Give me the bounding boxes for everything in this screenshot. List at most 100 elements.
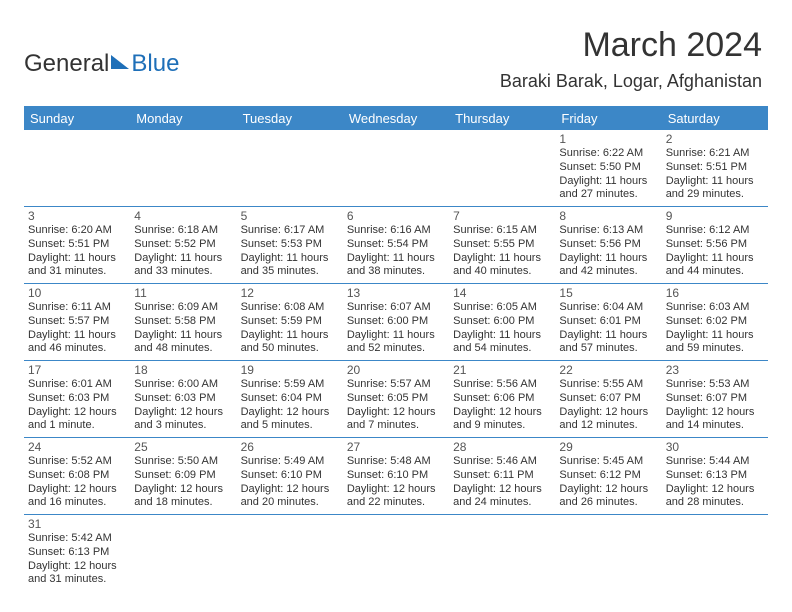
calendar-cell <box>130 130 236 207</box>
sunset-text: Sunset: 6:08 PM <box>28 469 126 483</box>
sunset-text: Sunset: 6:10 PM <box>241 469 339 483</box>
calendar-cell <box>343 515 449 592</box>
day-info: Sunrise: 6:16 AMSunset: 5:54 PMDaylight:… <box>347 224 445 279</box>
calendar-cell: 29Sunrise: 5:45 AMSunset: 6:12 PMDayligh… <box>555 438 661 515</box>
daylight-text: Daylight: 11 hours and 59 minutes. <box>666 329 764 357</box>
sunrise-text: Sunrise: 5:46 AM <box>453 455 551 469</box>
day-info: Sunrise: 6:12 AMSunset: 5:56 PMDaylight:… <box>666 224 764 279</box>
day-number: 23 <box>666 363 764 377</box>
day-number: 16 <box>666 286 764 300</box>
weekday-thursday: Thursday <box>449 106 555 130</box>
sunset-text: Sunset: 6:07 PM <box>666 392 764 406</box>
sunrise-text: Sunrise: 6:18 AM <box>134 224 232 238</box>
sunrise-text: Sunrise: 5:55 AM <box>559 378 657 392</box>
calendar-cell: 13Sunrise: 6:07 AMSunset: 6:00 PMDayligh… <box>343 284 449 361</box>
calendar-cell: 5Sunrise: 6:17 AMSunset: 5:53 PMDaylight… <box>237 207 343 284</box>
sunrise-text: Sunrise: 6:17 AM <box>241 224 339 238</box>
logo-text-1: General <box>24 50 109 78</box>
weekday-saturday: Saturday <box>662 106 768 130</box>
calendar-cell <box>449 515 555 592</box>
calendar-cell: 27Sunrise: 5:48 AMSunset: 6:10 PMDayligh… <box>343 438 449 515</box>
calendar-row: 24Sunrise: 5:52 AMSunset: 6:08 PMDayligh… <box>24 438 768 515</box>
calendar-row: 17Sunrise: 6:01 AMSunset: 6:03 PMDayligh… <box>24 361 768 438</box>
sunset-text: Sunset: 5:59 PM <box>241 315 339 329</box>
daylight-text: Daylight: 11 hours and 46 minutes. <box>28 329 126 357</box>
day-number: 31 <box>28 517 126 531</box>
logo-text-2: Blue <box>131 50 179 78</box>
calendar-cell: 15Sunrise: 6:04 AMSunset: 6:01 PMDayligh… <box>555 284 661 361</box>
sunrise-text: Sunrise: 6:05 AM <box>453 301 551 315</box>
weekday-sunday: Sunday <box>24 106 130 130</box>
sunrise-text: Sunrise: 6:09 AM <box>134 301 232 315</box>
sunset-text: Sunset: 5:56 PM <box>559 238 657 252</box>
day-number: 13 <box>347 286 445 300</box>
calendar-cell: 22Sunrise: 5:55 AMSunset: 6:07 PMDayligh… <box>555 361 661 438</box>
day-number: 7 <box>453 209 551 223</box>
sunset-text: Sunset: 6:04 PM <box>241 392 339 406</box>
day-info: Sunrise: 6:04 AMSunset: 6:01 PMDaylight:… <box>559 301 657 356</box>
sunset-text: Sunset: 5:57 PM <box>28 315 126 329</box>
day-number: 2 <box>666 132 764 146</box>
sunrise-text: Sunrise: 5:52 AM <box>28 455 126 469</box>
daylight-text: Daylight: 11 hours and 44 minutes. <box>666 252 764 280</box>
sunrise-text: Sunrise: 5:50 AM <box>134 455 232 469</box>
logo: General Blue <box>24 50 179 78</box>
sunset-text: Sunset: 5:58 PM <box>134 315 232 329</box>
calendar-cell <box>555 515 661 592</box>
day-number: 26 <box>241 440 339 454</box>
day-info: Sunrise: 6:01 AMSunset: 6:03 PMDaylight:… <box>28 378 126 433</box>
calendar-cell: 2Sunrise: 6:21 AMSunset: 5:51 PMDaylight… <box>662 130 768 207</box>
sunset-text: Sunset: 5:51 PM <box>28 238 126 252</box>
day-info: Sunrise: 5:55 AMSunset: 6:07 PMDaylight:… <box>559 378 657 433</box>
day-info: Sunrise: 5:45 AMSunset: 6:12 PMDaylight:… <box>559 455 657 510</box>
sunrise-text: Sunrise: 6:21 AM <box>666 147 764 161</box>
calendar-cell: 12Sunrise: 6:08 AMSunset: 5:59 PMDayligh… <box>237 284 343 361</box>
day-info: Sunrise: 6:09 AMSunset: 5:58 PMDaylight:… <box>134 301 232 356</box>
day-info: Sunrise: 6:17 AMSunset: 5:53 PMDaylight:… <box>241 224 339 279</box>
sunset-text: Sunset: 6:07 PM <box>559 392 657 406</box>
calendar-cell <box>343 130 449 207</box>
day-number: 9 <box>666 209 764 223</box>
sunrise-text: Sunrise: 6:12 AM <box>666 224 764 238</box>
calendar-cell: 25Sunrise: 5:50 AMSunset: 6:09 PMDayligh… <box>130 438 236 515</box>
daylight-text: Daylight: 11 hours and 40 minutes. <box>453 252 551 280</box>
calendar-cell: 24Sunrise: 5:52 AMSunset: 6:08 PMDayligh… <box>24 438 130 515</box>
day-info: Sunrise: 5:57 AMSunset: 6:05 PMDaylight:… <box>347 378 445 433</box>
calendar-cell: 30Sunrise: 5:44 AMSunset: 6:13 PMDayligh… <box>662 438 768 515</box>
daylight-text: Daylight: 11 hours and 33 minutes. <box>134 252 232 280</box>
calendar-cell: 10Sunrise: 6:11 AMSunset: 5:57 PMDayligh… <box>24 284 130 361</box>
daylight-text: Daylight: 11 hours and 29 minutes. <box>666 175 764 203</box>
day-number: 17 <box>28 363 126 377</box>
calendar-cell <box>130 515 236 592</box>
sunset-text: Sunset: 6:05 PM <box>347 392 445 406</box>
weekday-wednesday: Wednesday <box>343 106 449 130</box>
day-info: Sunrise: 5:49 AMSunset: 6:10 PMDaylight:… <box>241 455 339 510</box>
weekday-tuesday: Tuesday <box>237 106 343 130</box>
daylight-text: Daylight: 12 hours and 28 minutes. <box>666 483 764 511</box>
daylight-text: Daylight: 11 hours and 48 minutes. <box>134 329 232 357</box>
sunset-text: Sunset: 6:13 PM <box>28 546 126 560</box>
sunrise-text: Sunrise: 5:57 AM <box>347 378 445 392</box>
day-info: Sunrise: 5:50 AMSunset: 6:09 PMDaylight:… <box>134 455 232 510</box>
sunrise-text: Sunrise: 5:56 AM <box>453 378 551 392</box>
sunrise-text: Sunrise: 6:22 AM <box>559 147 657 161</box>
sunrise-text: Sunrise: 5:45 AM <box>559 455 657 469</box>
daylight-text: Daylight: 11 hours and 27 minutes. <box>559 175 657 203</box>
calendar-cell: 3Sunrise: 6:20 AMSunset: 5:51 PMDaylight… <box>24 207 130 284</box>
day-info: Sunrise: 6:08 AMSunset: 5:59 PMDaylight:… <box>241 301 339 356</box>
calendar-cell: 28Sunrise: 5:46 AMSunset: 6:11 PMDayligh… <box>449 438 555 515</box>
day-number: 6 <box>347 209 445 223</box>
day-info: Sunrise: 5:56 AMSunset: 6:06 PMDaylight:… <box>453 378 551 433</box>
sunset-text: Sunset: 6:06 PM <box>453 392 551 406</box>
day-info: Sunrise: 5:46 AMSunset: 6:11 PMDaylight:… <box>453 455 551 510</box>
calendar-cell: 26Sunrise: 5:49 AMSunset: 6:10 PMDayligh… <box>237 438 343 515</box>
weekday-friday: Friday <box>555 106 661 130</box>
calendar-row: 1Sunrise: 6:22 AMSunset: 5:50 PMDaylight… <box>24 130 768 207</box>
logo-triangle-icon <box>111 55 129 69</box>
calendar-row: 10Sunrise: 6:11 AMSunset: 5:57 PMDayligh… <box>24 284 768 361</box>
sunset-text: Sunset: 6:00 PM <box>347 315 445 329</box>
daylight-text: Daylight: 12 hours and 18 minutes. <box>134 483 232 511</box>
sunrise-text: Sunrise: 6:00 AM <box>134 378 232 392</box>
day-info: Sunrise: 5:59 AMSunset: 6:04 PMDaylight:… <box>241 378 339 433</box>
day-number: 21 <box>453 363 551 377</box>
